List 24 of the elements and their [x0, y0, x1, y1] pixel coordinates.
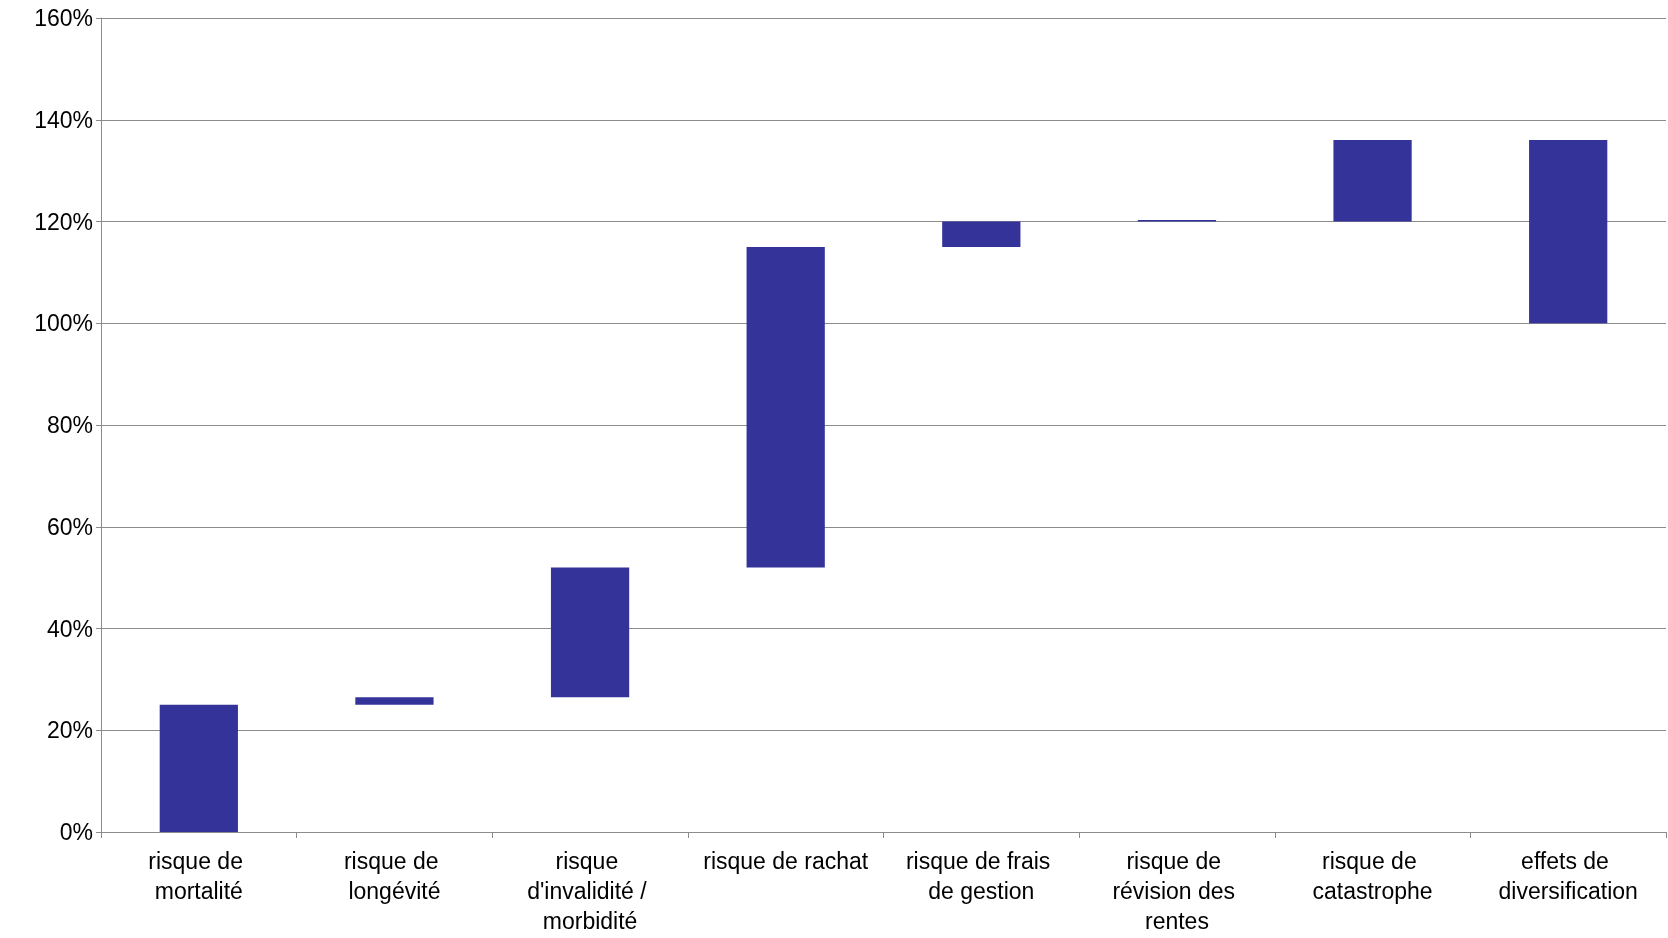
bar	[550, 567, 630, 698]
bar	[1333, 140, 1412, 222]
y-tick-label: 160%	[34, 5, 93, 31]
y-tick-label: 100%	[34, 310, 93, 337]
x-tick-label: risque de révision des rentes	[1112, 848, 1242, 934]
y-tick-label: 20%	[46, 717, 93, 744]
bar	[746, 246, 825, 568]
x-tick-label: effets de diversification	[1498, 848, 1638, 904]
bar	[159, 704, 238, 832]
x-tick-label: risque de mortalité	[148, 848, 250, 904]
y-tick-label: 40%	[46, 615, 93, 642]
x-tick-label: risque de rachat	[703, 848, 869, 874]
y-tick-label: 140%	[34, 106, 93, 133]
y-tick-label: 0%	[59, 819, 93, 845]
x-tick-label: risque de catastrophe	[1312, 848, 1433, 904]
bar	[355, 697, 434, 705]
x-tick-label: risque d'invalidité / morbidité	[527, 848, 653, 934]
bar	[942, 221, 1021, 247]
x-tick-label: risque de frais de gestion	[905, 848, 1057, 904]
y-tick-label: 80%	[46, 412, 93, 438]
y-tick-label: 60%	[46, 513, 93, 540]
x-tick-label: risque de longévité	[343, 848, 445, 904]
y-tick-label: 120%	[34, 208, 93, 235]
bar	[1529, 140, 1608, 324]
